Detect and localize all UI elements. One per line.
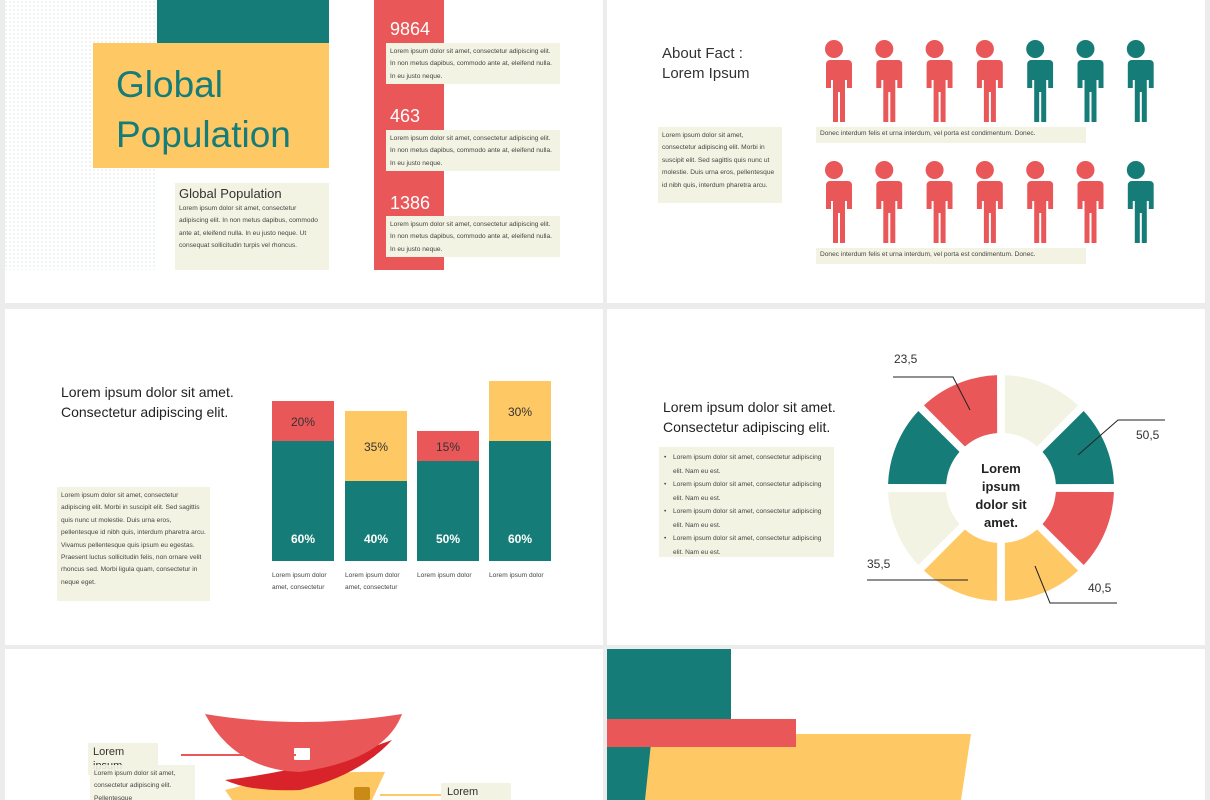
person-icon (970, 40, 1003, 122)
bullet: • Lorem ipsum dolor sit amet, consectetur… (664, 532, 830, 557)
donut-segment (923, 375, 998, 447)
yellow-block (645, 734, 971, 800)
donut-segment (1042, 491, 1114, 566)
bar-label: 30% (508, 405, 532, 419)
bar-segment (417, 461, 479, 561)
teal-block (157, 0, 329, 44)
bar-segment (272, 401, 334, 441)
bar-label: 20% (291, 415, 315, 429)
title-line: Lorem ipsum dolor sit amet. (61, 384, 234, 400)
fact-number: 463 (390, 106, 421, 126)
yellow-block (93, 43, 329, 168)
bullet: • Lorem ipsum dolor sit amet, consectetur… (664, 505, 830, 532)
bar-caption: Lorem ipsum dolor amet, consectetur (345, 572, 400, 591)
body-text: Lorem ipsum dolor sit amet, consectetur … (658, 127, 782, 203)
bullet-box: • Lorem ipsum dolor sit amet, consectetur… (659, 447, 834, 557)
leader-line (893, 376, 971, 411)
person-icon (970, 161, 1003, 243)
bullet: • Lorem ipsum dolor sit amet, consectetur… (664, 451, 830, 478)
title-line: Lorem Ipsum (662, 65, 750, 82)
title-line: Consectetur adipiscing elit. (61, 404, 229, 420)
title: Lorem ipsum dolor sit amet. Consectetur … (61, 382, 234, 422)
bar-label: 60% (291, 532, 315, 546)
donut-segment (1004, 375, 1079, 447)
leader-line (1034, 565, 1117, 604)
title-line: Lorem ipsum dolor sit amet. (663, 399, 836, 415)
bullet-dot: • (664, 481, 667, 488)
person-icon (920, 40, 953, 122)
bullet: • Lorem ipsum dolor sit amet, consectetur… (664, 478, 830, 505)
bar-caption: Lorem ipsum dolor amet, consectetur (272, 572, 327, 591)
title-line: Global (116, 64, 223, 105)
bar-segment (345, 411, 407, 481)
person-icon (1121, 40, 1154, 122)
body-text: Lorem ipsum dolor sit amet, consectetur … (90, 765, 195, 800)
bar-segment (489, 381, 551, 441)
person-icon (820, 161, 852, 243)
fact-number: 9864 (390, 19, 431, 39)
person-icon (870, 161, 903, 243)
bar-label: 40% (364, 532, 388, 546)
bar-segment (417, 431, 479, 461)
body-text: Lorem ipsum dolor sit amet, consectetur … (179, 205, 318, 250)
bullet-dot: • (664, 454, 667, 461)
funnel-red (205, 714, 402, 772)
donut-label: 35,5 (867, 557, 891, 571)
bullet-dot: • (664, 535, 667, 542)
title-line: About Fact : (662, 45, 743, 62)
bar-label: 35% (364, 440, 388, 454)
bullet-dot: • (664, 508, 667, 515)
donut-segment (888, 491, 960, 566)
label: Lorem (441, 783, 511, 800)
donut-label: 50,5 (1136, 428, 1160, 442)
person-icon (1021, 161, 1054, 243)
funnel-dark-red (225, 740, 392, 791)
subtitle: Global Population (179, 186, 282, 201)
red-block (607, 719, 796, 747)
bar-label: 15% (436, 440, 460, 454)
wallet-icon (354, 787, 370, 800)
donut-segment (1004, 529, 1079, 601)
person-icon (920, 161, 953, 243)
person-icon (820, 40, 852, 122)
person-icon (1071, 161, 1104, 243)
donut-center: Lorem ipsum dolor sit amet. (975, 461, 1027, 530)
person-icon (1121, 161, 1154, 243)
folder-icon (294, 748, 310, 760)
bar-label: 50% (436, 532, 460, 546)
title-line: Consectetur adipiscing elit. (663, 419, 831, 435)
bar-label: 60% (508, 532, 532, 546)
bar-segment (489, 441, 551, 561)
fact-text: Lorem ipsum dolor sit amet, consectetur … (386, 43, 560, 84)
fact-number: 1386 (390, 193, 431, 213)
bar-segment (345, 481, 407, 561)
bar-segment (272, 441, 334, 561)
bar-caption: Lorem ipsum dolor (417, 572, 472, 579)
fact-text: Lorem ipsum dolor sit amet, consectetur … (386, 216, 560, 257)
donut-label: 40,5 (1088, 581, 1112, 595)
person-icon (870, 40, 903, 122)
body-text: Lorem ipsum dolor sit amet, consectetur … (57, 487, 210, 601)
title: Lorem ipsum dolor sit amet. Consectetur … (663, 397, 836, 437)
text-box: Lorem ipsum dolor sit amet, consectetur … (175, 183, 329, 270)
person-icon (1021, 40, 1054, 122)
leader-line (1077, 419, 1165, 456)
donut-label: 23,5 (894, 352, 918, 366)
donut-segment (1042, 410, 1114, 485)
caption: Donec interdum felis et urna interdum, v… (816, 127, 1086, 143)
person-icon (1071, 40, 1104, 122)
title: Global Population (116, 60, 291, 160)
bar-caption: Lorem ipsum dolor (489, 572, 544, 579)
title: About Fact : Lorem Ipsum (662, 44, 750, 84)
donut-segment (923, 529, 998, 601)
caption: Donec interdum felis et urna interdum, v… (816, 248, 1086, 264)
title-line: Population (116, 114, 291, 155)
fact-text: Lorem ipsum dolor sit amet, consectetur … (386, 130, 560, 171)
donut-segment (888, 410, 960, 485)
